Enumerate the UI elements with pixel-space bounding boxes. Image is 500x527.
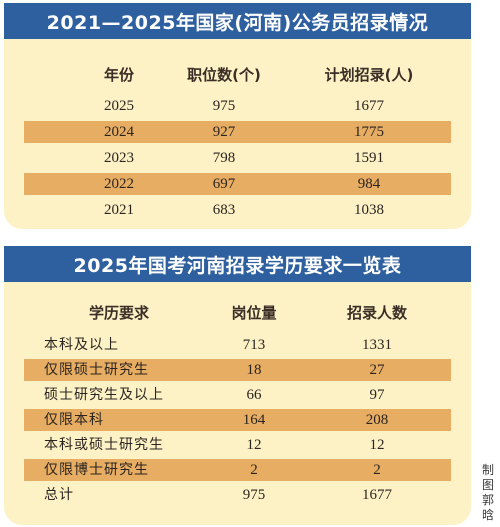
chart-credit: 制图郭晗 bbox=[481, 463, 494, 522]
cell-planned-hires: 1038 bbox=[354, 202, 384, 218]
column-header-planned-hires: 计划招录(人) bbox=[324, 66, 414, 84]
cell-post-count: 975 bbox=[242, 487, 266, 503]
table-row: 仅限博士研究生 2 2 bbox=[24, 459, 451, 481]
cell-education: 仅限硕士研究生 bbox=[44, 362, 149, 378]
cell-positions: 798 bbox=[212, 150, 236, 166]
cell-hire-count: 208 bbox=[365, 412, 389, 428]
table-row: 2024 927 1775 bbox=[24, 121, 451, 143]
cell-education: 仅限博士研究生 bbox=[44, 462, 149, 478]
table-title: 2025年国考河南招录学历要求一览表 bbox=[4, 246, 471, 282]
column-header-education: 学历要求 bbox=[88, 304, 149, 322]
cell-hire-count: 97 bbox=[369, 387, 385, 403]
cell-positions: 697 bbox=[212, 176, 236, 192]
table-row: 硕士研究生及以上 66 97 bbox=[24, 384, 451, 406]
table-row: 仅限本科 164 208 bbox=[24, 409, 451, 431]
cell-education: 总计 bbox=[44, 487, 74, 503]
cell-post-count: 2 bbox=[250, 462, 258, 478]
cell-post-count: 164 bbox=[242, 412, 266, 428]
column-header-hire-count: 招录人数 bbox=[346, 304, 407, 322]
cell-education: 本科及以上 bbox=[44, 337, 119, 353]
table-row: 2025 975 1677 bbox=[24, 95, 451, 117]
cell-positions: 975 bbox=[212, 98, 236, 114]
cell-planned-hires: 1591 bbox=[354, 150, 384, 166]
table-row: 仅限硕士研究生 18 27 bbox=[24, 359, 451, 381]
cell-hire-count: 12 bbox=[369, 437, 385, 453]
table-row: 2021 683 1038 bbox=[24, 199, 451, 221]
table-panel-recruitment-2021-2025: 2021—2025年国家(河南)公务员招录情况 年份 职位数(个) 计划招录(人… bbox=[4, 3, 471, 229]
table-panel-education-requirements: 2025年国考河南招录学历要求一览表 学历要求 岗位量 招录人数 本科及以上 7… bbox=[4, 246, 471, 525]
cell-positions: 683 bbox=[212, 202, 236, 218]
cell-planned-hires: 1775 bbox=[354, 124, 384, 140]
cell-year: 2021 bbox=[104, 202, 134, 218]
cell-hire-count: 27 bbox=[369, 362, 385, 378]
column-header-post-count: 岗位量 bbox=[231, 304, 277, 322]
cell-year: 2025 bbox=[104, 98, 134, 114]
table-row-total: 总计 975 1677 bbox=[24, 484, 451, 506]
cell-education: 仅限本科 bbox=[44, 412, 104, 428]
cell-year: 2024 bbox=[104, 124, 134, 140]
column-header-year: 年份 bbox=[103, 66, 134, 84]
cell-post-count: 66 bbox=[246, 387, 262, 403]
cell-post-count: 18 bbox=[246, 362, 262, 378]
table-row: 本科及以上 713 1331 bbox=[24, 334, 451, 356]
cell-post-count: 713 bbox=[242, 337, 266, 353]
cell-planned-hires: 1677 bbox=[354, 98, 384, 114]
cell-education: 本科或硕士研究生 bbox=[44, 437, 164, 453]
cell-year: 2022 bbox=[104, 176, 134, 192]
table-row: 2022 697 984 bbox=[24, 173, 451, 195]
column-header-positions: 职位数(个) bbox=[187, 66, 261, 84]
cell-year: 2023 bbox=[104, 150, 134, 166]
cell-positions: 927 bbox=[212, 124, 236, 140]
table-row: 本科或硕士研究生 12 12 bbox=[24, 434, 451, 456]
cell-hire-count: 1331 bbox=[362, 337, 392, 353]
table-title: 2021—2025年国家(河南)公务员招录情况 bbox=[4, 3, 471, 39]
cell-hire-count: 1677 bbox=[362, 487, 392, 503]
table-card bbox=[4, 282, 471, 525]
table-row: 2023 798 1591 bbox=[24, 147, 451, 169]
cell-post-count: 12 bbox=[246, 437, 262, 453]
cell-hire-count: 2 bbox=[373, 462, 381, 478]
cell-planned-hires: 984 bbox=[357, 176, 381, 192]
cell-education: 硕士研究生及以上 bbox=[44, 387, 164, 403]
